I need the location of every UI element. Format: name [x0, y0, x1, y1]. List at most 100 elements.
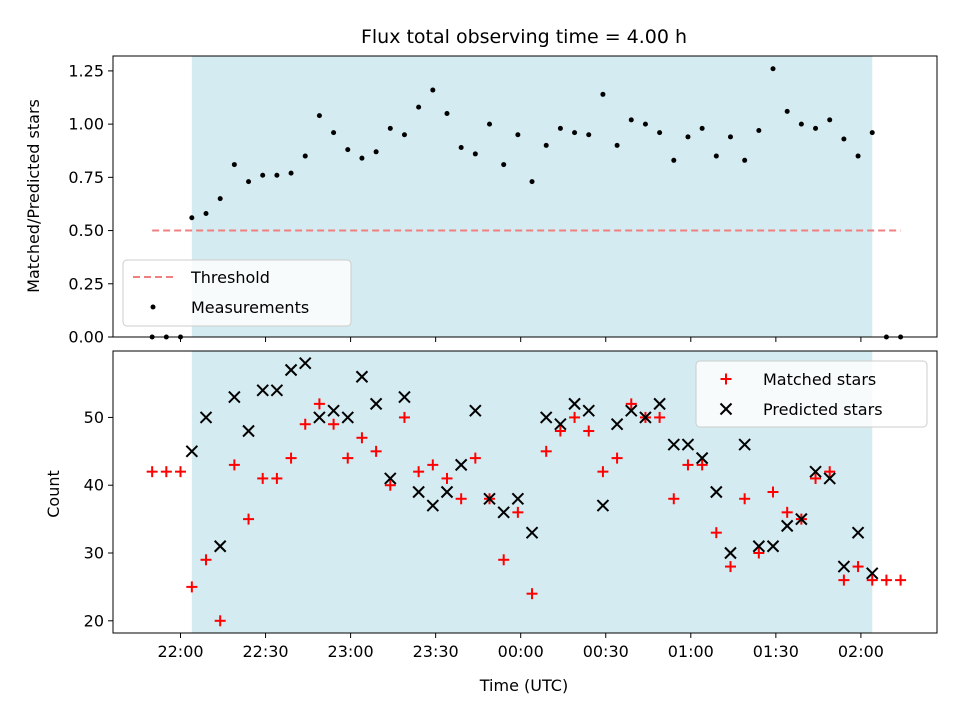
x-stroke: [695, 451, 709, 465]
matched-star-point: [328, 418, 340, 430]
predicted-star-point: [213, 540, 227, 553]
matched-star-point: [427, 459, 439, 471]
predicted-star-point: [440, 485, 454, 499]
matched-star-point: [583, 425, 595, 437]
predicted-star-point: [384, 472, 397, 485]
measurement-point: [727, 134, 733, 140]
matched-star-point: [852, 561, 864, 573]
bottom-legend: Matched stars Predicted stars: [695, 360, 928, 428]
measurement-point: [260, 172, 266, 178]
predicted-star-point: [738, 438, 751, 451]
predicted-star-point: [766, 540, 780, 553]
x-stroke: [497, 506, 510, 519]
matched-star-point: [540, 445, 552, 457]
x-stroke: [228, 390, 241, 404]
x-stroke: [440, 485, 454, 499]
matched-star-point: [146, 466, 158, 478]
measurement-point: [515, 132, 521, 138]
x-stroke: [270, 384, 284, 397]
x-stroke: [469, 404, 482, 417]
measurement-point: [331, 130, 337, 136]
measurement-point: [855, 153, 861, 159]
matched-star-point: [313, 398, 325, 410]
legend-predicted-swatch: [719, 402, 733, 416]
x-stroke: [554, 418, 567, 431]
predicted-star-point: [540, 411, 553, 424]
matched-star-point: [824, 466, 836, 478]
measurement-point: [614, 142, 620, 148]
x-stroke: [355, 370, 369, 383]
predicted-star-point: [582, 404, 595, 417]
x-stroke: [412, 485, 425, 499]
predicted-star-point: [837, 560, 851, 573]
measurement-point: [217, 196, 223, 202]
matched-star-point: [569, 411, 581, 423]
bottom-y-axis-label: Count: [44, 470, 63, 518]
x-axis-label: Time (UTC): [479, 676, 568, 695]
x-stroke: [667, 438, 680, 451]
x-stroke: [511, 492, 525, 505]
predicted-star-point: [497, 506, 510, 519]
legend-measurements-swatch: [150, 304, 156, 310]
measurement-point: [231, 162, 237, 168]
measurement-point: [869, 130, 875, 136]
predicted-star-point: [851, 526, 865, 539]
x-stroke: [766, 540, 780, 553]
measurement-point: [472, 151, 478, 157]
predicted-star-point: [483, 492, 496, 505]
measurement-point: [770, 66, 776, 72]
x-stroke: [313, 411, 326, 424]
matched-star-point: [739, 493, 751, 505]
x-stroke: [185, 445, 199, 458]
top-y-tick-label: 0.25: [68, 274, 104, 293]
measurement-point: [401, 132, 407, 138]
predicted-star-point: [625, 404, 638, 417]
matched-star-point: [384, 479, 396, 491]
measurement-point: [557, 125, 563, 131]
x-stroke: [213, 540, 227, 553]
x-stroke: [625, 404, 638, 417]
predicted-star-point: [270, 384, 284, 397]
predicted-star-point: [596, 499, 610, 512]
predicted-star-point: [525, 526, 539, 539]
measurement-point: [458, 145, 464, 151]
x-tick-label: 01:30: [753, 642, 799, 661]
x-stroke: [582, 404, 595, 417]
predicted-star-point: [681, 438, 695, 451]
predicted-star-point: [299, 356, 312, 370]
matched-star-point: [512, 506, 524, 518]
x-stroke: [610, 418, 624, 431]
x-stroke: [710, 485, 723, 499]
measurement-point: [416, 104, 422, 110]
measurement-point: [699, 125, 705, 131]
x-stroke: [540, 411, 553, 424]
predicted-star-point: [228, 390, 241, 404]
x-stroke: [256, 384, 269, 397]
bottom-y-tick-label: 20: [84, 611, 104, 630]
x-tick-label: 00:30: [583, 642, 629, 661]
predicted-star-point: [724, 546, 737, 560]
matched-star-point: [398, 411, 410, 423]
matched-star-point: [342, 452, 354, 464]
matched-star-point: [271, 472, 283, 484]
measurement-point: [628, 117, 634, 123]
x-stroke: [341, 411, 354, 424]
x-tick-label: 22:00: [157, 642, 203, 661]
x-stroke: [525, 526, 539, 539]
measurement-point: [756, 128, 762, 134]
matched-star-point: [696, 459, 708, 471]
x-stroke: [837, 560, 851, 573]
bottom-axes-frame: [112, 350, 938, 634]
x-stroke: [719, 402, 733, 416]
matched-star-point: [810, 472, 822, 484]
x-stroke: [596, 499, 610, 512]
matched-star-point: [299, 418, 311, 430]
chart-title: Flux total observing time = 4.00 h: [361, 26, 687, 48]
x-tick-label: 01:00: [668, 642, 714, 661]
top-axes-frame: [112, 55, 938, 338]
x-stroke: [199, 411, 213, 424]
matched-star-point: [682, 459, 694, 471]
x-stroke: [398, 390, 411, 404]
matched-star-point: [767, 486, 779, 498]
x-stroke: [780, 519, 794, 533]
